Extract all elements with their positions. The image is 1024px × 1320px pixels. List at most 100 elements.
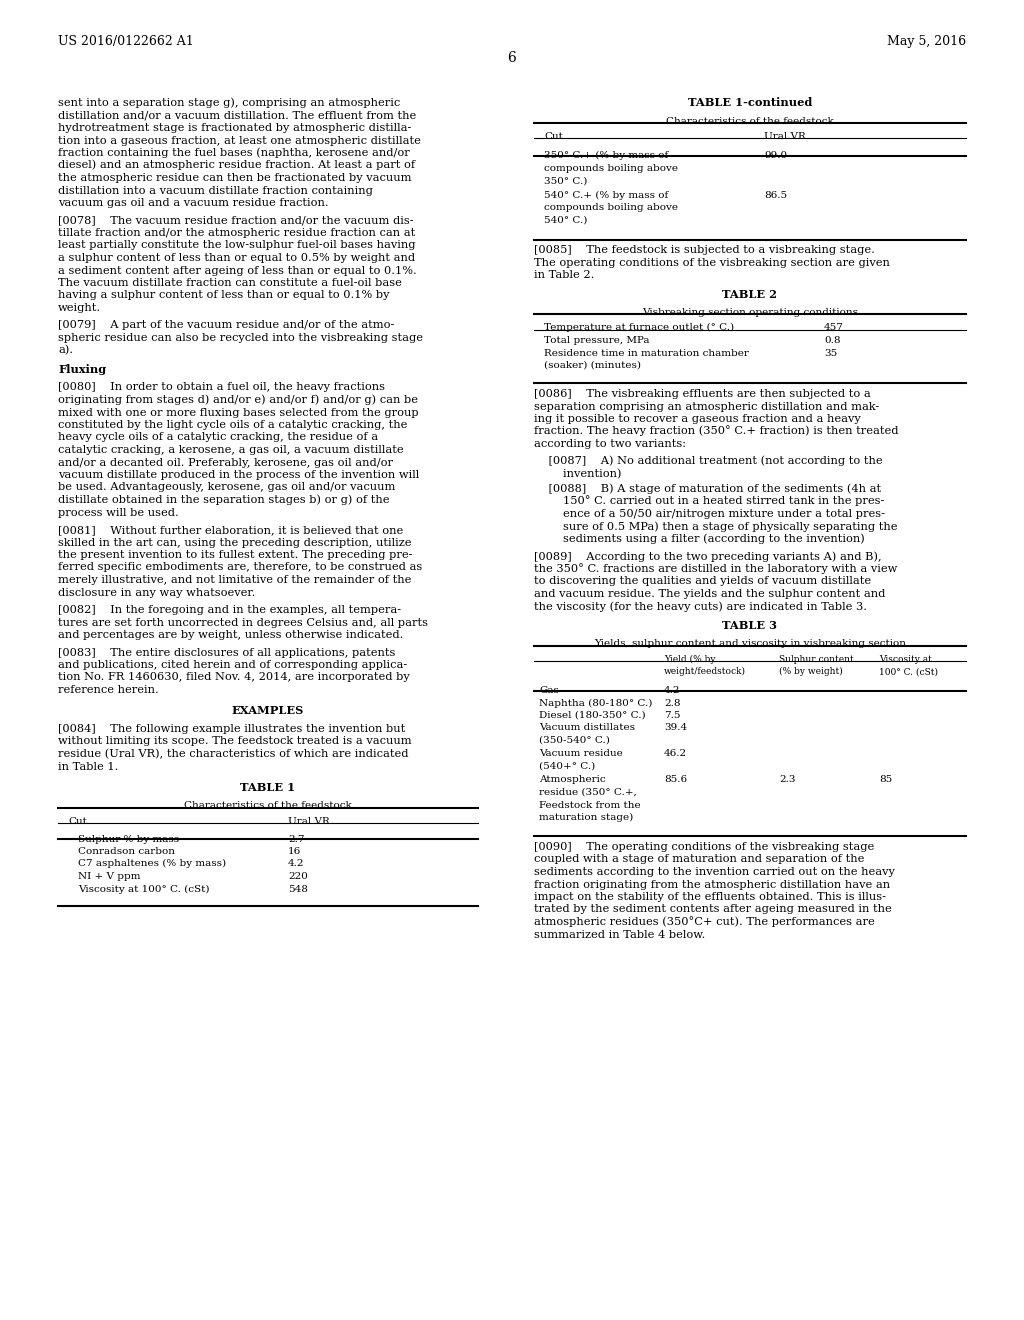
Text: 6: 6 [508, 51, 516, 65]
Text: 220: 220 [288, 873, 308, 880]
Text: distillation and/or a vacuum distillation. The effluent from the: distillation and/or a vacuum distillatio… [58, 111, 416, 120]
Text: and percentages are by weight, unless otherwise indicated.: and percentages are by weight, unless ot… [58, 630, 403, 640]
Text: 39.4: 39.4 [664, 723, 687, 733]
Text: and vacuum residue. The yields and the sulphur content and: and vacuum residue. The yields and the s… [534, 589, 886, 599]
Text: spheric residue can also be recycled into the visbreaking stage: spheric residue can also be recycled int… [58, 333, 423, 343]
Text: [0083]    The entire disclosures of all applications, patents: [0083] The entire disclosures of all app… [58, 648, 395, 657]
Text: Viscosity at 100° C. (cSt): Viscosity at 100° C. (cSt) [78, 884, 210, 894]
Text: Total pressure, MPa: Total pressure, MPa [544, 337, 649, 345]
Text: in Table 1.: in Table 1. [58, 762, 119, 771]
Text: process will be used.: process will be used. [58, 507, 179, 517]
Text: Feedstock from the: Feedstock from the [539, 800, 641, 809]
Text: Atmospheric: Atmospheric [539, 776, 605, 784]
Text: a).: a). [58, 346, 73, 355]
Text: [0084]    The following example illustrates the invention but: [0084] The following example illustrates… [58, 723, 406, 734]
Text: the 350° C. fractions are distilled in the laboratory with a view: the 350° C. fractions are distilled in t… [534, 564, 897, 574]
Text: 16: 16 [288, 847, 301, 855]
Text: Diesel (180-350° C.): Diesel (180-350° C.) [539, 711, 645, 719]
Text: The operating conditions of the visbreaking section are given: The operating conditions of the visbreak… [534, 257, 890, 268]
Text: weight/feedstock): weight/feedstock) [664, 668, 746, 676]
Text: [0086]    The visbreaking effluents are then subjected to a: [0086] The visbreaking effluents are the… [534, 389, 870, 399]
Text: constituted by the light cycle oils of a catalytic cracking, the: constituted by the light cycle oils of a… [58, 420, 408, 430]
Text: merely illustrative, and not limitative of the remainder of the: merely illustrative, and not limitative … [58, 576, 412, 585]
Text: Yields, sulphur content and viscosity in visbreaking section: Yields, sulphur content and viscosity in… [594, 639, 906, 648]
Text: fraction originating from the atmospheric distillation have an: fraction originating from the atmospheri… [534, 879, 890, 890]
Text: 548: 548 [288, 884, 308, 894]
Text: 7.5: 7.5 [664, 711, 681, 719]
Text: vacuum distillate produced in the process of the invention will: vacuum distillate produced in the proces… [58, 470, 419, 480]
Text: atmospheric residues (350°C+ cut). The performances are: atmospheric residues (350°C+ cut). The p… [534, 916, 874, 927]
Text: fraction containing the fuel bases (naphtha, kerosene and/or: fraction containing the fuel bases (naph… [58, 148, 410, 158]
Text: ferred specific embodiments are, therefore, to be construed as: ferred specific embodiments are, therefo… [58, 562, 422, 573]
Text: be used. Advantageously, kerosene, gas oil and/or vacuum: be used. Advantageously, kerosene, gas o… [58, 483, 395, 492]
Text: 2.3: 2.3 [779, 776, 796, 784]
Text: EXAMPLES: EXAMPLES [231, 705, 304, 717]
Text: Vacuum distillates: Vacuum distillates [539, 723, 635, 733]
Text: Sulphur content: Sulphur content [779, 655, 854, 664]
Text: and publications, cited herein and of corresponding applica-: and publications, cited herein and of co… [58, 660, 408, 671]
Text: The vacuum distillate fraction can constitute a fuel-oil base: The vacuum distillate fraction can const… [58, 279, 401, 288]
Text: to discovering the qualities and yields of vacuum distillate: to discovering the qualities and yields … [534, 577, 871, 586]
Text: a sediment content after ageing of less than or equal to 0.1%.: a sediment content after ageing of less … [58, 265, 417, 276]
Text: 35: 35 [824, 348, 838, 358]
Text: Characteristics of the feedstock: Characteristics of the feedstock [184, 801, 352, 810]
Text: 0.8: 0.8 [824, 337, 841, 345]
Text: Visbreaking section operating conditions: Visbreaking section operating conditions [642, 308, 858, 317]
Text: having a sulphur content of less than or equal to 0.1% by: having a sulphur content of less than or… [58, 290, 389, 301]
Text: 2.7: 2.7 [288, 834, 304, 843]
Text: tion No. FR 1460630, filed Nov. 4, 2014, are incorporated by: tion No. FR 1460630, filed Nov. 4, 2014,… [58, 672, 410, 682]
Text: maturation stage): maturation stage) [539, 813, 633, 822]
Text: without limiting its scope. The feedstock treated is a vacuum: without limiting its scope. The feedstoc… [58, 737, 412, 747]
Text: Fluxing: Fluxing [58, 364, 106, 375]
Text: 2.8: 2.8 [664, 698, 681, 708]
Text: hydrotreatment stage is fractionated by atmospheric distilla-: hydrotreatment stage is fractionated by … [58, 123, 412, 133]
Text: [0085]    The feedstock is subjected to a visbreaking stage.: [0085] The feedstock is subjected to a v… [534, 246, 874, 255]
Text: (soaker) (minutes): (soaker) (minutes) [544, 360, 641, 370]
Text: 46.2: 46.2 [664, 750, 687, 759]
Text: May 5, 2016: May 5, 2016 [887, 36, 966, 48]
Text: Vacuum residue: Vacuum residue [539, 750, 623, 759]
Text: 85: 85 [879, 776, 892, 784]
Text: 4.2: 4.2 [664, 686, 681, 696]
Text: tion into a gaseous fraction, at least one atmospheric distillate: tion into a gaseous fraction, at least o… [58, 136, 421, 145]
Text: sediments according to the invention carried out on the heavy: sediments according to the invention car… [534, 867, 895, 876]
Text: [0080]    In order to obtain a fuel oil, the heavy fractions: [0080] In order to obtain a fuel oil, th… [58, 383, 385, 392]
Text: mixed with one or more fluxing bases selected from the group: mixed with one or more fluxing bases sel… [58, 408, 419, 417]
Text: catalytic cracking, a kerosene, a gas oil, a vacuum distillate: catalytic cracking, a kerosene, a gas oi… [58, 445, 403, 455]
Text: Sulphur % by mass: Sulphur % by mass [78, 834, 179, 843]
Text: coupled with a stage of maturation and separation of the: coupled with a stage of maturation and s… [534, 854, 864, 865]
Text: distillation into a vacuum distillate fraction containing: distillation into a vacuum distillate fr… [58, 186, 373, 195]
Text: 99.0: 99.0 [764, 152, 787, 161]
Text: disclosure in any way whatsoever.: disclosure in any way whatsoever. [58, 587, 255, 598]
Text: TABLE 3: TABLE 3 [723, 620, 777, 631]
Text: C7 asphaltenes (% by mass): C7 asphaltenes (% by mass) [78, 859, 226, 869]
Text: TABLE 1: TABLE 1 [241, 781, 296, 793]
Text: 150° C. carried out in a heated stirred tank in the pres-: 150° C. carried out in a heated stirred … [534, 495, 885, 507]
Text: Ural VR: Ural VR [288, 817, 330, 826]
Text: 86.5: 86.5 [764, 191, 787, 201]
Text: tures are set forth uncorrected in degrees Celsius and, all parts: tures are set forth uncorrected in degre… [58, 618, 428, 627]
Text: Conradson carbon: Conradson carbon [78, 847, 175, 855]
Text: 85.6: 85.6 [664, 776, 687, 784]
Text: according to two variants:: according to two variants: [534, 440, 686, 449]
Text: tillate fraction and/or the atmospheric residue fraction can at: tillate fraction and/or the atmospheric … [58, 228, 416, 238]
Text: heavy cycle oils of a catalytic cracking, the residue of a: heavy cycle oils of a catalytic cracking… [58, 433, 378, 442]
Text: sent into a separation stage g), comprising an atmospheric: sent into a separation stage g), compris… [58, 98, 400, 108]
Text: Temperature at furnace outlet (° C.): Temperature at furnace outlet (° C.) [544, 323, 734, 333]
Text: least partially constitute the low-sulphur fuel-oil bases having: least partially constitute the low-sulph… [58, 240, 416, 251]
Text: 4.2: 4.2 [288, 859, 304, 869]
Text: Yield (% by: Yield (% by [664, 655, 716, 664]
Text: invention): invention) [534, 469, 622, 479]
Text: Gas: Gas [539, 686, 559, 696]
Text: Residence time in maturation chamber: Residence time in maturation chamber [544, 348, 749, 358]
Text: 100° C. (cSt): 100° C. (cSt) [879, 668, 938, 676]
Text: weight.: weight. [58, 304, 101, 313]
Text: ence of a 50/50 air/nitrogen mixture under a total pres-: ence of a 50/50 air/nitrogen mixture und… [534, 510, 885, 519]
Text: 457: 457 [824, 323, 844, 333]
Text: a sulphur content of less than or equal to 0.5% by weight and: a sulphur content of less than or equal … [58, 253, 415, 263]
Text: 540° C.+ (% by mass of: 540° C.+ (% by mass of [544, 191, 669, 201]
Text: US 2016/0122662 A1: US 2016/0122662 A1 [58, 36, 194, 48]
Text: (% by weight): (% by weight) [779, 668, 843, 676]
Text: distillate obtained in the separation stages b) or g) of the: distillate obtained in the separation st… [58, 495, 389, 506]
Text: compounds boiling above: compounds boiling above [544, 164, 678, 173]
